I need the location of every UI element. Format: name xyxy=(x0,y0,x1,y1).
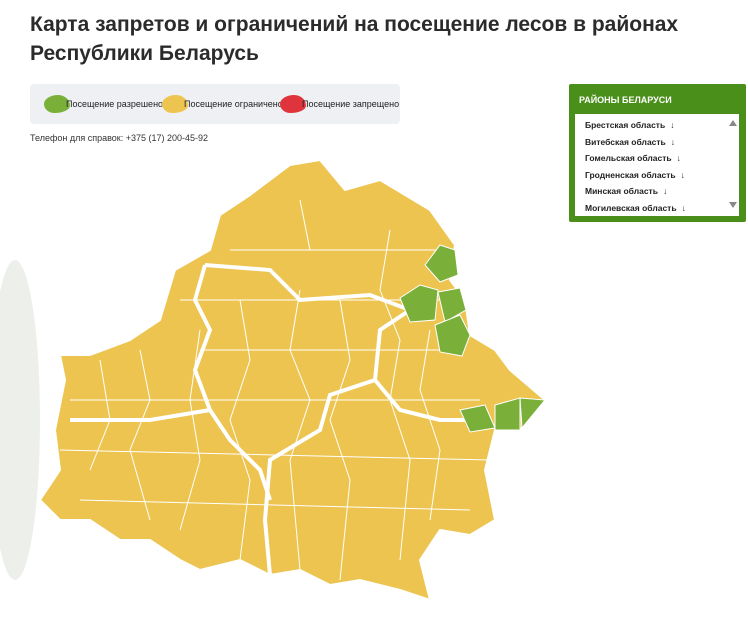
expand-arrow: ↓ xyxy=(681,202,686,213)
legend-label: Посещение разрешено xyxy=(66,99,164,109)
region-link[interactable]: Витебская область ↓ xyxy=(585,137,675,147)
background-trees xyxy=(0,260,40,580)
legend-swatch xyxy=(162,95,188,113)
allowed-districts xyxy=(399,244,546,433)
country-shape xyxy=(38,158,547,602)
legend-item[interactable]: Посещение запрещено xyxy=(280,84,399,124)
expand-arrow: ↓ xyxy=(680,169,685,180)
expand-arrow: ↓ xyxy=(662,186,668,196)
legend-swatch xyxy=(44,95,70,113)
region-name: Могилевская область xyxy=(585,202,677,213)
region-link[interactable]: Гродненская область ↓ xyxy=(585,170,685,180)
region-name: Гомельская область xyxy=(585,153,672,163)
region-link[interactable]: Минская область ↓ xyxy=(585,186,667,196)
region-link[interactable]: Брестская область ↓ xyxy=(585,120,674,130)
region-name: Гродненская область xyxy=(585,169,676,180)
region-name: Брестская область xyxy=(585,120,666,130)
legend-item[interactable]: Посещение разрешено xyxy=(44,84,163,124)
region-name: Минская область xyxy=(585,186,658,196)
legend-item[interactable]: Посещение ограничено xyxy=(162,84,283,124)
expand-arrow: ↓ xyxy=(676,153,681,163)
legend-label: Посещение ограничено xyxy=(184,99,283,109)
scroll-up[interactable] xyxy=(729,120,737,126)
region-link[interactable]: Могилевская область ↓ xyxy=(585,203,686,213)
panel-title: РАЙОНЫ БЕЛАРУСИ xyxy=(579,95,672,105)
regions-panel: РАЙОНЫ БЕЛАРУСИ Брестская область ↓ Витебс… xyxy=(569,84,746,222)
expand-arrow: ↓ xyxy=(670,120,675,130)
region-borders xyxy=(70,263,470,576)
legend-swatch xyxy=(280,95,306,113)
legend-label: Посещение запрещено xyxy=(302,99,400,109)
regions-list: Брестская область ↓ Витебская область ↓ Гоме… xyxy=(575,114,739,216)
region-name: Витебская область xyxy=(585,136,666,147)
page-title: Карта запретов и ограничений на посещени… xyxy=(30,13,679,65)
region-link[interactable]: Гомельская область ↓ xyxy=(585,153,681,163)
scroll-down[interactable] xyxy=(729,202,737,208)
phone-info: Телефон для справок: +375 (17) 200-45-92 xyxy=(30,133,209,143)
expand-arrow: ↓ xyxy=(670,136,676,147)
legend: Посещение разрешено Посещение ограничено П… xyxy=(30,84,400,124)
